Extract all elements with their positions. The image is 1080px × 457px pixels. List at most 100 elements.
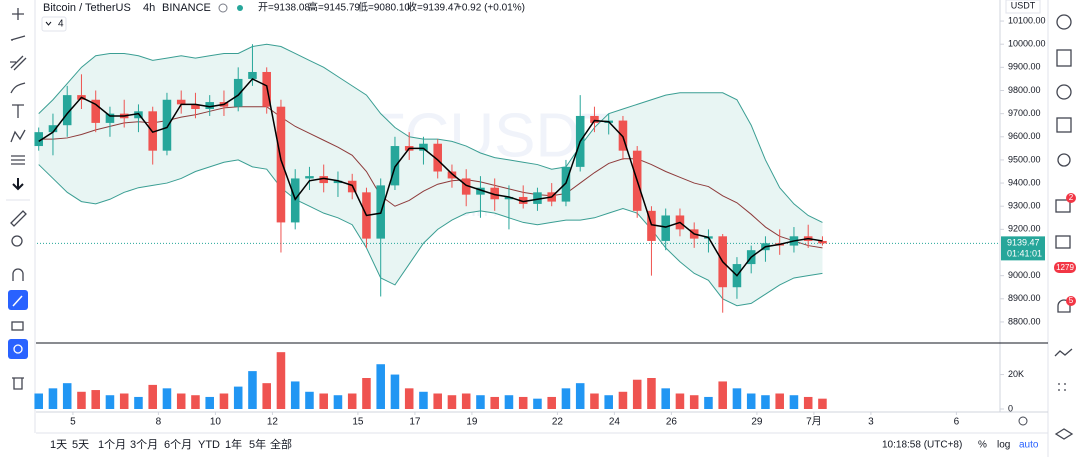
volume-bar — [333, 395, 343, 409]
volume-bar — [775, 393, 784, 409]
x-tick-label: 8 — [156, 417, 162, 428]
arrow-tool[interactable] — [12, 178, 24, 191]
indicator-count: 4 — [58, 19, 64, 30]
hotlist-icon[interactable] — [1054, 348, 1073, 357]
delete-tool[interactable] — [12, 377, 24, 390]
candle-body — [490, 187, 499, 200]
volume-bar — [219, 393, 229, 409]
layers-icon[interactable] — [1054, 428, 1074, 440]
streams-icon[interactable] — [1055, 235, 1071, 249]
volume-bar — [62, 383, 72, 409]
volume-bar — [191, 395, 200, 409]
volume-bar — [689, 395, 699, 409]
grid-icon[interactable] — [1058, 383, 1066, 391]
volume-bar — [347, 393, 357, 409]
settings-gear[interactable] — [1018, 416, 1028, 426]
calendar-icon[interactable] — [1056, 117, 1072, 133]
zoom-tool[interactable] — [11, 235, 23, 247]
lock-tool[interactable] — [11, 321, 24, 331]
badge — [1054, 262, 1076, 273]
prediction-tool[interactable] — [11, 155, 25, 165]
x-tick-label: 3 — [868, 417, 874, 428]
trend-line-tool[interactable] — [10, 35, 26, 41]
volume-bar — [262, 383, 271, 409]
volume-bar — [34, 393, 43, 409]
data-icon[interactable] — [1056, 84, 1072, 100]
badge — [1066, 296, 1076, 306]
range-button[interactable]: 5天 — [72, 439, 89, 451]
candle-body — [91, 99, 100, 123]
last-price-label: 9139.47 — [1007, 238, 1040, 248]
chat-icon[interactable] — [1055, 199, 1071, 213]
volume-bar — [305, 391, 314, 409]
log-toggle[interactable]: log — [997, 440, 1010, 451]
candle-body — [248, 71, 257, 79]
candle-body — [105, 113, 115, 123]
range-button[interactable]: 6个月 — [164, 438, 192, 451]
range-buttons[interactable]: 1天 5天 1个月 3个月 6个月 YTD 1年 5年 全部 — [50, 437, 292, 451]
volume-tick-label: 0 — [1008, 403, 1013, 413]
watchlist-icon[interactable] — [1056, 49, 1072, 67]
volume-bar — [248, 371, 257, 409]
crosshair-tool[interactable] — [12, 8, 24, 20]
volume-bar — [618, 391, 628, 409]
range-button[interactable]: 5年 — [249, 437, 266, 451]
ohlc-change: +0.92 (+0.01%) — [456, 3, 525, 14]
status-dot — [237, 5, 243, 11]
notifications-icon[interactable] — [1057, 299, 1071, 313]
text-tool[interactable] — [12, 104, 24, 118]
y-tick-label: 9000.00 — [1008, 270, 1041, 280]
volume-bar — [290, 381, 300, 409]
volume-bar — [504, 395, 514, 409]
currency-box — [1005, 0, 1041, 14]
y-tick-label: 9400.00 — [1008, 177, 1041, 187]
eye-toggle[interactable] — [218, 3, 228, 13]
right-sidebar[interactable]: 2 1279 5 — [1047, 0, 1076, 457]
pattern-tool[interactable] — [10, 129, 26, 143]
volume-bar — [176, 393, 186, 409]
x-tick-label: 24 — [609, 417, 621, 428]
percent-toggle[interactable]: % — [978, 440, 987, 451]
candle-body — [34, 132, 43, 147]
alert-icon[interactable] — [1056, 14, 1072, 30]
volume-bar — [419, 391, 428, 409]
y-tick-label: 8800.00 — [1008, 316, 1041, 326]
range-button[interactable]: YTD — [198, 439, 220, 451]
x-tick-label: 7月 — [806, 416, 822, 428]
ohlc-open: 开=9138.08 — [258, 3, 310, 14]
volume-bar — [119, 393, 129, 409]
indicator-toggle[interactable] — [41, 16, 67, 32]
candle-body — [647, 210, 656, 241]
volume-bar — [647, 378, 656, 409]
candle-body — [176, 99, 186, 105]
candle-body — [618, 120, 628, 151]
left-toolbar[interactable] — [0, 0, 30, 390]
candle-body — [818, 240, 827, 244]
candle-body — [533, 192, 542, 204]
candle-body — [504, 196, 514, 200]
range-button[interactable]: 1年 — [225, 437, 242, 451]
y-tick-label: 8900.00 — [1008, 293, 1041, 303]
range-button[interactable]: 3个月 — [130, 438, 158, 451]
magnet-tool[interactable] — [12, 268, 24, 281]
range-button[interactable]: 1个月 — [98, 438, 126, 451]
ruler-tool[interactable] — [10, 210, 27, 227]
ohlc-close: 收=9139.47 — [407, 1, 459, 14]
pitchfork-tool[interactable] — [10, 55, 27, 71]
y-tick-label: 9200.00 — [1008, 224, 1041, 234]
interval: 4h — [143, 2, 155, 14]
candle-body — [319, 176, 328, 184]
hide-active[interactable] — [8, 339, 28, 359]
y-tick-label: 10000.00 — [1008, 39, 1046, 49]
ideas-icon[interactable] — [1057, 153, 1071, 167]
volume-bar — [276, 352, 286, 409]
volume-bar — [376, 364, 385, 409]
volume-bar — [205, 396, 214, 409]
auto-toggle[interactable]: auto — [1019, 440, 1039, 451]
x-tick-label: 26 — [666, 417, 678, 428]
brush-tool[interactable] — [10, 82, 26, 94]
candle-body — [590, 115, 599, 123]
candle-body — [461, 178, 471, 195]
range-button[interactable]: 1天 — [50, 439, 67, 451]
range-button[interactable]: 全部 — [270, 437, 292, 451]
